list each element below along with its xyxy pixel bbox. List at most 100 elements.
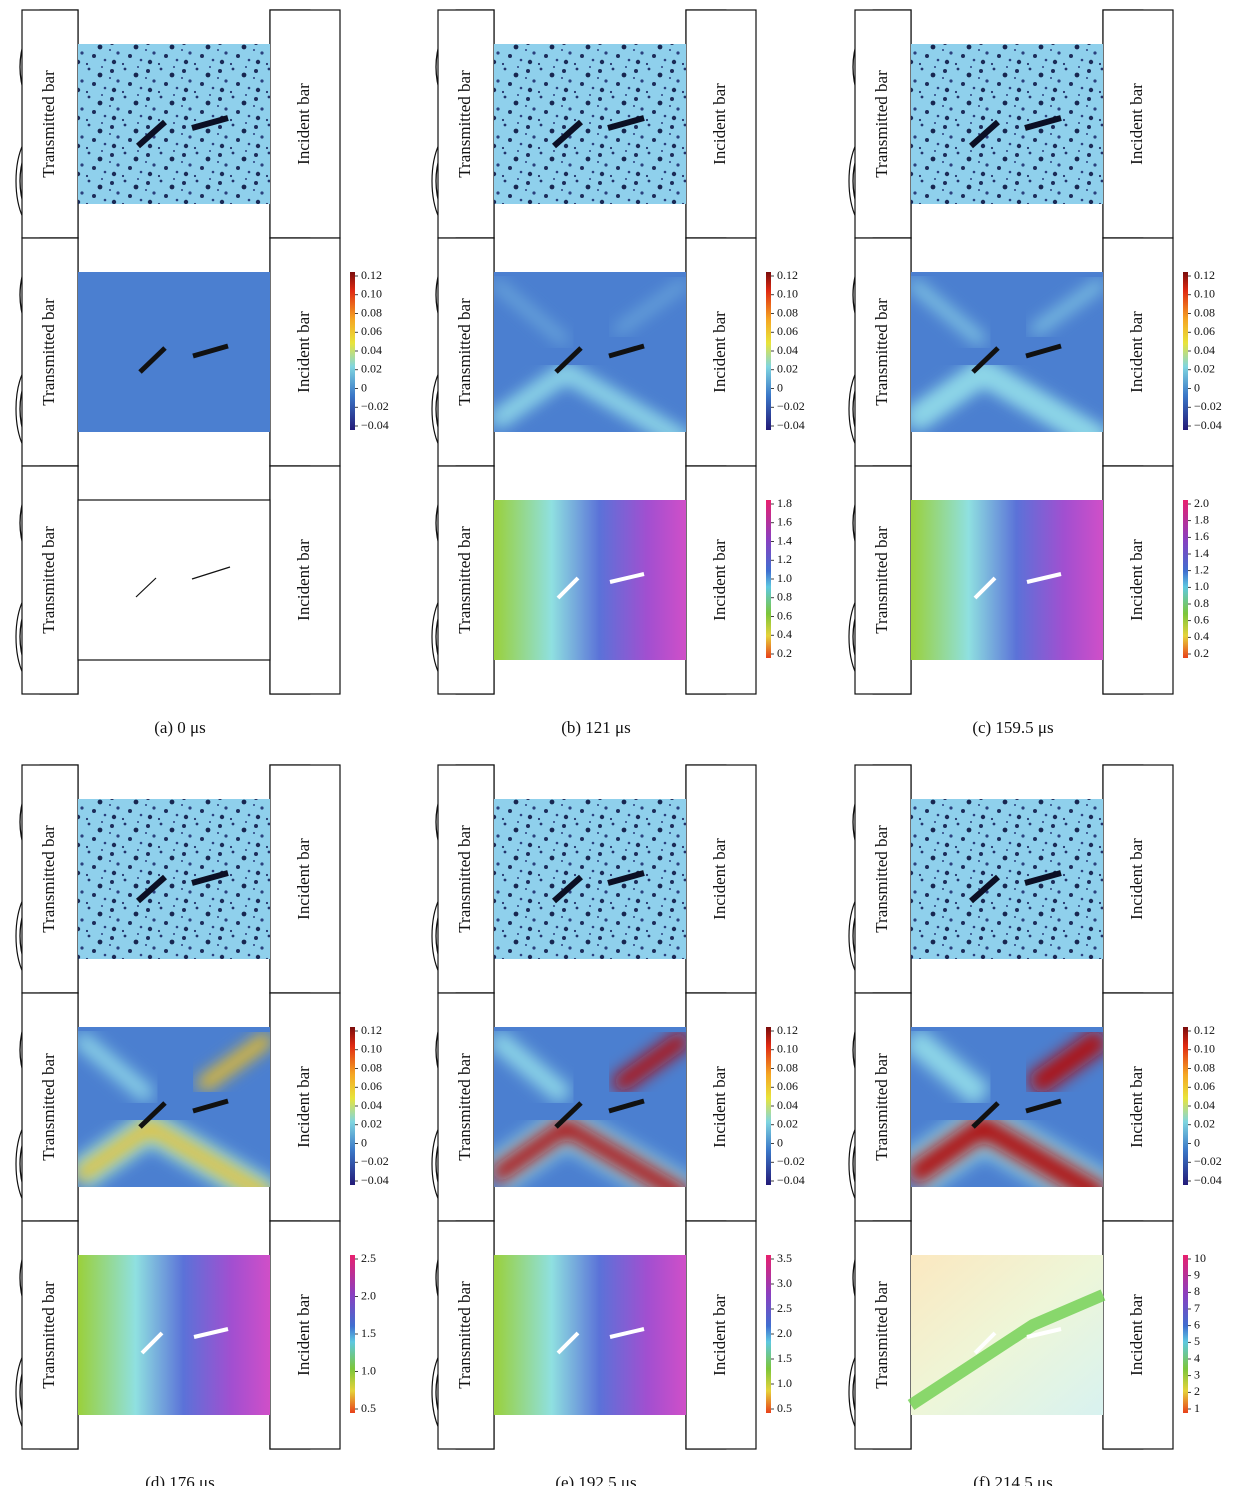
colorbar-label: 1.0	[1194, 579, 1209, 593]
colorbar-label: 0.08	[1194, 1060, 1215, 1074]
speckle-image	[78, 44, 270, 204]
colorbar-label: 1.5	[361, 1326, 376, 1340]
colorbar-label: 0.02	[777, 1117, 798, 1131]
colorbar-label: 0.12	[1194, 1023, 1215, 1037]
strain-layer	[78, 272, 270, 432]
colorbar-label: 0.06	[1194, 324, 1215, 338]
colorbar-label: 0.06	[361, 324, 382, 338]
bar-label: Incident bar	[1127, 838, 1146, 920]
colorbar-label: −0.04	[777, 1173, 805, 1187]
bar-label: Transmitted bar	[872, 825, 891, 933]
speckle-image	[911, 799, 1103, 959]
colorbar-label: 0.04	[361, 1098, 382, 1112]
colorbar-label: 0.06	[777, 324, 798, 338]
strain-field	[494, 272, 686, 442]
colorbar-label: 5	[1194, 1334, 1200, 1348]
bar-label: Transmitted bar	[39, 298, 58, 406]
colorbar-label: 1.8	[1194, 512, 1209, 526]
colorbar-label: 0.12	[777, 268, 798, 282]
colorbar-label: 0.10	[777, 287, 798, 301]
bar-label: Transmitted bar	[455, 526, 474, 634]
bar-label: Transmitted bar	[39, 70, 58, 178]
colorbar-label: −0.04	[361, 418, 389, 432]
panel: Transmitted barIncident barTransmitted b…	[16, 765, 389, 1486]
colorbar-label: −0.02	[1194, 1154, 1222, 1168]
colorbar-label: −0.04	[777, 418, 805, 432]
colorbar-label: 2.5	[777, 1301, 792, 1315]
colorbar-label: 0.02	[361, 362, 382, 376]
colorbar-label: 0.4	[777, 627, 792, 641]
colorbar-label: 0.06	[1194, 1079, 1215, 1093]
displacement-field	[494, 500, 686, 660]
strain-field	[494, 1027, 686, 1197]
bar-label: Transmitted bar	[872, 526, 891, 634]
speckle-image	[494, 44, 686, 204]
bar-label: Incident bar	[710, 83, 729, 165]
bar-label: Incident bar	[1127, 1294, 1146, 1376]
colorbar-label: 3.0	[777, 1276, 792, 1290]
bar-label: Incident bar	[294, 838, 313, 920]
displacement-field	[911, 500, 1103, 660]
colorbar-label: 6	[1194, 1317, 1200, 1331]
colorbar-label: 0.5	[777, 1401, 792, 1415]
colorbar-label: −0.04	[361, 1173, 389, 1187]
colorbar-label: −0.02	[361, 1154, 389, 1168]
colorbar-label: 3.5	[777, 1251, 792, 1265]
colorbar-label: 0.08	[361, 1060, 382, 1074]
panel: Transmitted barIncident barTransmitted b…	[849, 10, 1222, 737]
colorbar-label: 1.6	[777, 515, 792, 529]
bar-label: Incident bar	[710, 1294, 729, 1376]
colorbar-label: 0.12	[361, 1023, 382, 1037]
colorbar-label: 0	[361, 380, 367, 394]
panel: Transmitted bar Incident bar Transmitted b…	[16, 10, 389, 737]
colorbar-label: 0.02	[361, 1117, 382, 1131]
colorbar-label: 0.08	[1194, 305, 1215, 319]
strain-field	[911, 272, 1103, 442]
bar-label: Transmitted bar	[872, 1053, 891, 1161]
displacement-field	[494, 1255, 686, 1415]
bar-label: Incident bar	[294, 311, 313, 393]
colorbar-label: −0.02	[1194, 399, 1222, 413]
panel-caption: (f) 214.5 μs	[973, 1473, 1052, 1486]
bar-label: Transmitted bar	[39, 1281, 58, 1389]
bar-label: Incident bar	[710, 1066, 729, 1148]
sketch-frame	[78, 500, 270, 660]
colorbar	[1183, 1027, 1188, 1185]
strain-layer	[494, 272, 686, 442]
colorbar	[350, 1255, 355, 1413]
colorbar	[766, 272, 771, 430]
colorbar-label: 0.04	[361, 343, 382, 357]
speckle-image	[78, 799, 270, 959]
bar-label: Transmitted bar	[455, 298, 474, 406]
bar-label: Incident bar	[1127, 311, 1146, 393]
figure: Transmitted bar Incident bar Transmitted b…	[0, 0, 1250, 1486]
colorbar-label: 0.04	[777, 343, 798, 357]
colorbar-label: 0.12	[777, 1023, 798, 1037]
colorbar	[766, 1255, 771, 1413]
colorbar-label: 2.0	[1194, 496, 1209, 510]
colorbar-label: 0.06	[361, 1079, 382, 1093]
strain-field	[78, 1027, 270, 1197]
bar-label: Incident bar	[1127, 539, 1146, 621]
bar-label: Incident bar	[710, 311, 729, 393]
colorbar-label: 0.08	[777, 305, 798, 319]
colorbar-label: 0	[1194, 1135, 1200, 1149]
colorbar	[350, 272, 355, 430]
colorbar-label: 9	[1194, 1267, 1200, 1281]
colorbar-label: 1.8	[777, 496, 792, 510]
panel-caption: (c) 159.5 μs	[972, 718, 1053, 737]
colorbar-label: 1	[1194, 1401, 1200, 1415]
panel-caption: (a) 0 μs	[154, 718, 206, 737]
panel: Transmitted bar Incident bar Transmitted b…	[432, 10, 805, 737]
colorbar-label: 0.08	[777, 1060, 798, 1074]
panel-caption: (e) 192.5 μs	[555, 1473, 636, 1486]
colorbar-label: 2.0	[777, 1326, 792, 1340]
colorbar-label: 0	[777, 1135, 783, 1149]
colorbar-label: 0.10	[361, 287, 382, 301]
colorbar	[766, 1027, 771, 1185]
panel-caption: (b) 121 μs	[561, 718, 631, 737]
colorbar-label: 0	[777, 380, 783, 394]
strain-layer	[911, 1027, 1103, 1197]
strain-layer	[494, 1027, 686, 1197]
colorbar-label: 0.6	[1194, 612, 1209, 626]
